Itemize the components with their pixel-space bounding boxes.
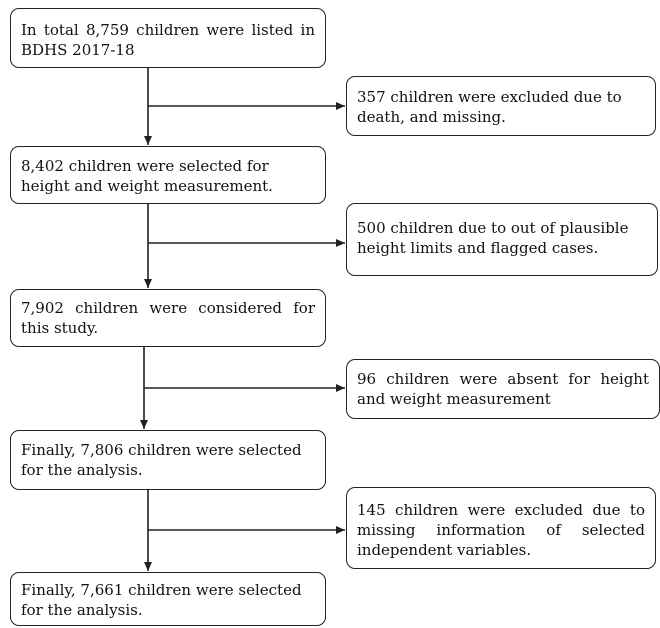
step-text: 8,402 children were selected for height … xyxy=(21,157,273,195)
exclusion-text: 357 children were excluded due to death,… xyxy=(357,88,622,126)
step-text: 7,902 children were considered for this … xyxy=(21,299,315,337)
exclusion-box-absent: 96 children were absent for height and w… xyxy=(346,359,660,419)
step-text: In total 8,759 children were listed in B… xyxy=(21,21,315,59)
step-box-selected-measurement: 8,402 children were selected for height … xyxy=(10,146,326,204)
exclusion-text: 500 children due to out of plausible hei… xyxy=(357,219,628,257)
step-text: Finally, 7,806 children were selected fo… xyxy=(21,441,302,479)
step-text: Finally, 7,661 children were selected fo… xyxy=(21,581,302,619)
step-box-analysis-final: Finally, 7,661 children were selected fo… xyxy=(10,572,326,626)
exclusion-box-height-limits: 500 children due to out of plausible hei… xyxy=(346,203,658,276)
step-box-considered: 7,902 children were considered for this … xyxy=(10,289,326,347)
exclusion-text: 145 children were excluded due to missin… xyxy=(357,501,645,559)
exclusion-text: 96 children were absent for height and w… xyxy=(357,370,649,408)
step-box-listed: In total 8,759 children were listed in B… xyxy=(10,8,326,68)
exclusion-box-death-missing: 357 children were excluded due to death,… xyxy=(346,76,656,136)
exclusion-box-missing-variables: 145 children were excluded due to missin… xyxy=(346,487,656,569)
step-box-analysis-1: Finally, 7,806 children were selected fo… xyxy=(10,430,326,490)
